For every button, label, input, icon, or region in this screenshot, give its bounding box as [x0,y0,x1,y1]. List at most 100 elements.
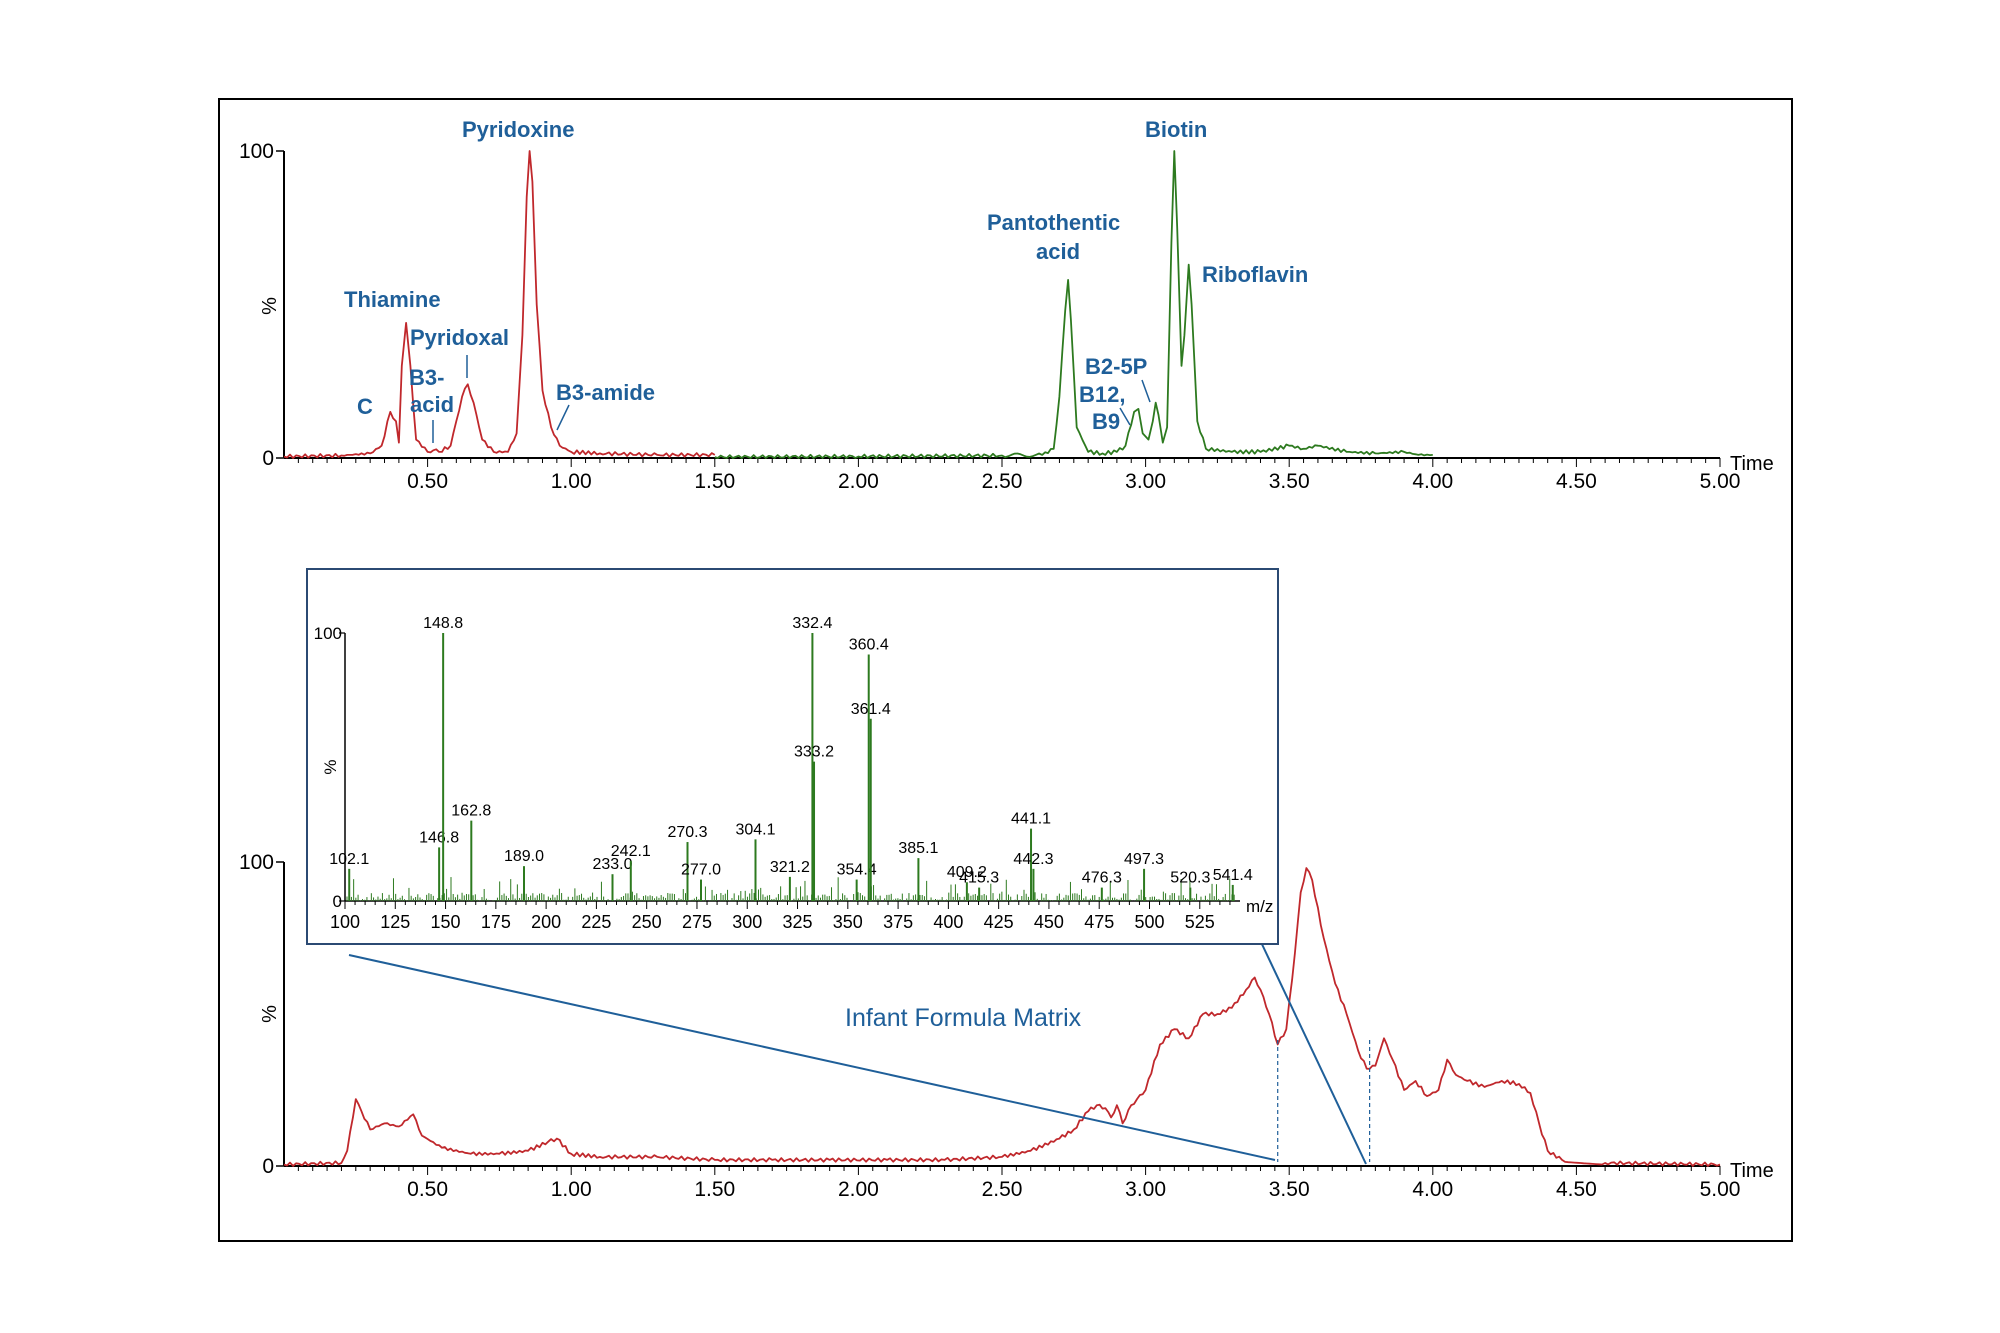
top-x-tick-label: 4.50 [1556,470,1597,493]
inset-x-tick-label: 275 [682,912,712,932]
inset-x-tick-label: 450 [1034,912,1064,932]
inset-x-tick-label: 425 [984,912,1014,932]
inset-peak-label: 148.8 [423,615,463,632]
peak-label-c: C [357,394,373,419]
bottom-x-axis-label: Time [1730,1160,1774,1182]
inset-peak-label: 497.3 [1124,851,1164,868]
inset-peak-label: 409.2 [947,864,987,881]
top-x-tick-label: 1.50 [694,470,735,493]
inset-x-tick-label: 400 [933,912,963,932]
inset-x-tick-label: 175 [481,912,511,932]
top-y-ticks: 0 100 [239,140,284,470]
bottom-y-tick-label: 0 [262,1155,274,1178]
bottom-x-tick-label: 4.50 [1556,1178,1597,1201]
inset-peak-label: 189.0 [504,848,544,865]
inset-peak-label: 385.1 [898,840,938,857]
peak-label-b2-5p: B2-5P [1085,354,1147,379]
peak-label-b9: B9 [1092,409,1120,434]
bottom-y-axis-label: % [259,1005,281,1023]
inset-peak-label: 270.3 [667,824,707,841]
bottom-x-tick-label: 2.00 [838,1178,879,1201]
top-x-tick-label: 4.00 [1412,470,1453,493]
inset-x-tick-label: 325 [783,912,813,932]
inset-x-tick-label: 100 [330,912,360,932]
bottom-x-tick-label: 1.50 [694,1178,735,1201]
inset-x-tick-label: 250 [632,912,662,932]
inset-x-ticks: 100 125 150 175 200 225 250 275 300 325 350 375 400 4… [330,901,1231,932]
bottom-x-tick-label: 5.00 [1700,1178,1741,1201]
peak-label-pyridoxine: Pyridoxine [462,117,574,142]
inset-peak-label: 520.3 [1170,870,1210,887]
top-x-tick-label: 3.50 [1269,470,1310,493]
inset-x-axis-label: m/z [1246,897,1273,916]
inset-peak-label: 360.4 [849,636,889,653]
inset-x-tick-label: 125 [380,912,410,932]
top-x-ticks: 0.50 1.00 1.50 2.00 2.50 3.00 3.50 4.00 4.50 5.00 [297,458,1741,493]
peak-label-thiamine: Thiamine [344,287,441,312]
peak-label-b12: B12, [1079,382,1125,407]
top-trace-0 [283,150,716,459]
bottom-chromatogram: 0.50 1.00 1.50 2.00 2.50 3.00 3.50 4.00 4.50 5.00… [239,851,1774,1201]
peak-label-biotin: Biotin [1145,117,1207,142]
bottom-trace-0 [283,867,1721,1167]
inset-peak-label: 442.3 [1013,851,1053,868]
peak-label-b3-acid-line2: acid [410,392,454,417]
inset-peak-label: 242.1 [611,843,651,860]
inset-y-tick-label: 100 [314,624,342,643]
bottom-x-ticks: 0.50 1.00 1.50 2.00 2.50 3.00 3.50 4.00 4.50 5.00 [297,1166,1741,1201]
top-y-tick-label: 100 [239,140,274,163]
bottom-y-ticks: 0 100 [239,851,284,1178]
inset-x-tick-label: 525 [1185,912,1215,932]
leader-b12 [1119,407,1131,426]
inset-peak-label: 146.8 [419,829,459,846]
inset-x-tick-label: 150 [431,912,461,932]
bottom-y-tick-label: 100 [239,851,274,874]
inset-peak-label: 333.2 [794,744,834,761]
inset-peak-label: 102.1 [329,851,369,868]
inset-peak-label: 321.2 [770,859,810,876]
top-x-tick-label: 0.50 [407,470,448,493]
bottom-x-tick-label: 0.50 [407,1178,448,1201]
top-x-tick-label: 5.00 [1700,470,1741,493]
inset-peak-label: 277.0 [681,862,721,879]
inset-x-tick-label: 475 [1084,912,1114,932]
inset-x-tick-label: 375 [883,912,913,932]
inset-peak-label: 332.4 [792,615,832,632]
top-x-tick-label: 2.00 [838,470,879,493]
top-chromatogram: 0.50 1.00 1.50 2.00 2.50 3.00 3.50 4.00 4.50 5.00… [239,117,1774,493]
top-y-axis-label: % [259,297,281,315]
zoom-line-right [1259,939,1367,1165]
inset-y-ticks: 0 100 [314,624,345,911]
inset-x-tick-label: 350 [833,912,863,932]
inset-peak-label: 162.8 [451,803,491,820]
inset-y-tick-label: 0 [333,892,342,911]
inset-frame [306,568,1279,945]
peak-label-riboflavin: Riboflavin [1202,262,1308,287]
bottom-x-tick-label: 3.00 [1125,1178,1166,1201]
bottom-x-tick-label: 2.50 [982,1178,1023,1201]
peak-label-pantothenic-line1: Pantothentic [987,210,1120,235]
bottom-time-markers [1277,1040,1371,1162]
inset-peak-label: 233.0 [592,856,632,873]
inset-peak-label: 415.3 [959,870,999,887]
inset-peak-label: 354.4 [837,862,877,879]
peak-label-pyridoxal: Pyridoxal [410,325,509,350]
top-x-axis-label: Time [1730,453,1774,475]
inset-peak-label: 361.4 [851,701,891,718]
leader-b3-amide [556,404,570,431]
peak-label-b3-acid-line1: B3- [409,365,444,390]
top-x-tick-label: 3.00 [1125,470,1166,493]
top-trace-1 [714,150,1433,459]
inset-y-axis-label: % [321,759,340,774]
inset-x-tick-label: 300 [732,912,762,932]
inset-x-tick-label: 200 [531,912,561,932]
top-series-group [283,150,1433,459]
top-y-tick-label: 0 [262,447,274,470]
bottom-x-tick-label: 1.00 [551,1178,592,1201]
peak-label-pantothenic-line2: acid [1036,239,1080,264]
matrix-label: Infant Formula Matrix [845,1004,1082,1032]
top-x-tick-label: 1.00 [551,470,592,493]
inset-peak-label: 441.1 [1011,811,1051,828]
inset-peak-label: 304.1 [735,821,775,838]
